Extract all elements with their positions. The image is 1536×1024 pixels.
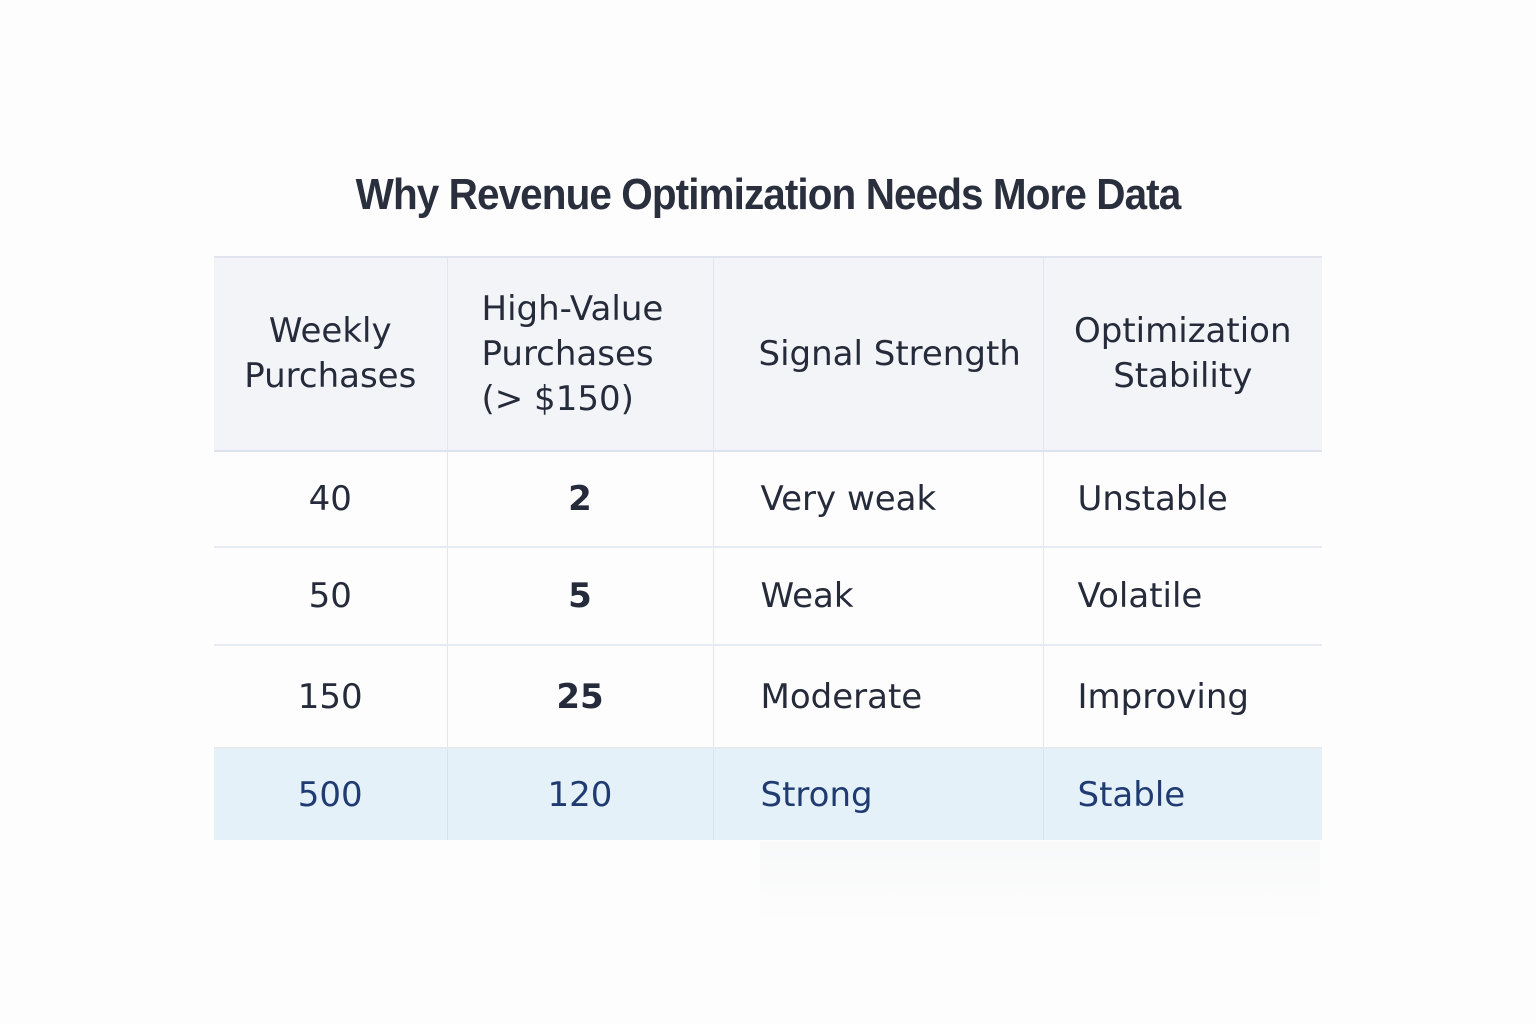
cell-high-value: 5	[446, 547, 713, 646]
page-title: Why Revenue Optimization Needs More Data	[355, 170, 1182, 219]
cell-weekly: 50	[214, 547, 447, 646]
header-signal-strength: Signal Strength	[712, 256, 1043, 452]
header-optimization-stability: Optimization Stability	[1042, 256, 1322, 452]
header-high-value-purchases: High-Value Purchases (> $150)	[446, 256, 713, 452]
cell-high-value: 2	[446, 451, 713, 548]
cell-stability: Improving	[1042, 645, 1322, 749]
cell-weekly: 150	[214, 645, 447, 749]
cell-signal: Weak	[712, 547, 1043, 646]
cell-signal: Moderate	[712, 645, 1043, 749]
cell-stability: Volatile	[1042, 547, 1322, 646]
cell-weekly: 500	[297, 774, 363, 815]
cell-stability: Unstable	[1042, 451, 1322, 548]
table-header-row: Weekly Purchases High-Value Purchases (>…	[214, 256, 1322, 452]
cell-stability: Stable	[1042, 748, 1322, 840]
cell-signal: Very weak	[712, 451, 1043, 548]
table-shadow	[760, 842, 1320, 922]
table-row: 40 2 Very weak Unstable	[214, 451, 1322, 548]
table-row: 150 25 Moderate Improving	[214, 645, 1322, 749]
header-weekly-purchases: Weekly Purchases	[214, 256, 447, 452]
cell-high-value: 120	[446, 748, 713, 840]
cell-high-value: 25	[446, 645, 713, 749]
table-row-highlighted: 500 120 Strong Stable	[214, 748, 1322, 840]
table-row: 50 5 Weak Volatile	[214, 547, 1322, 646]
cell-signal: Strong	[712, 748, 1043, 840]
cell-weekly: 40	[214, 451, 447, 548]
data-table: Weekly Purchases High-Value Purchases (>…	[214, 256, 1322, 840]
